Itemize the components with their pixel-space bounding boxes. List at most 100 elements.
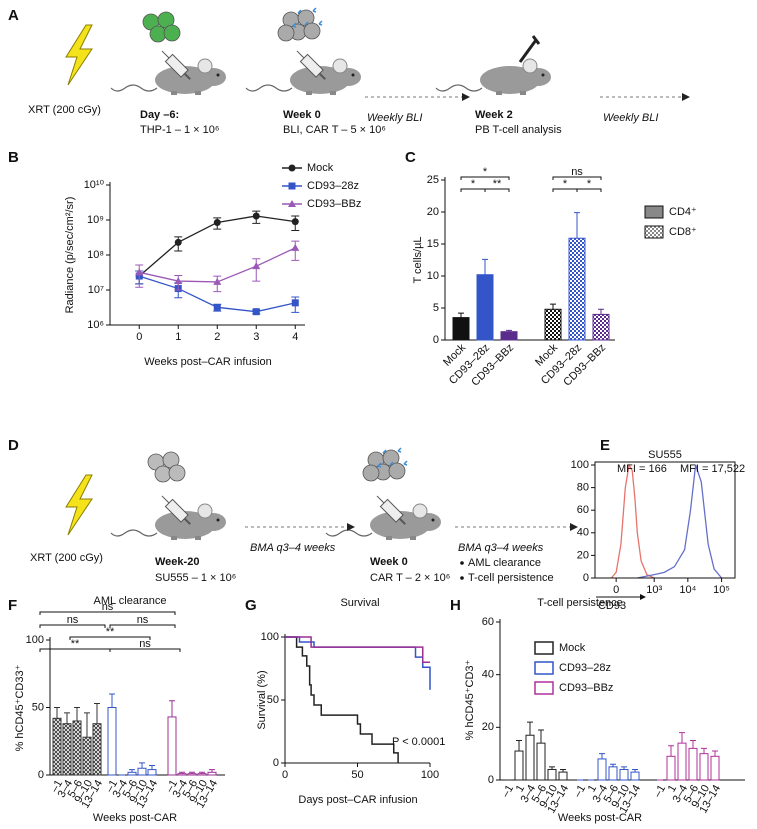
lightning-icon bbox=[65, 24, 93, 86]
y-tick-label: 40 bbox=[577, 527, 589, 539]
error-bar bbox=[690, 740, 696, 749]
mouse-foot bbox=[171, 536, 177, 540]
mouse-tail bbox=[435, 84, 483, 92]
y-axis-label: T cells/µL bbox=[412, 236, 424, 283]
annotation: MFI = 17,522 bbox=[680, 463, 745, 475]
significance-bracket bbox=[109, 648, 181, 652]
series-line bbox=[637, 464, 723, 579]
cell bbox=[388, 462, 406, 480]
bar bbox=[62, 723, 72, 776]
step-title: Week 0 bbox=[283, 109, 321, 121]
mouse-body bbox=[370, 511, 430, 539]
y-tick-label: 80 bbox=[577, 482, 589, 494]
marker bbox=[252, 262, 261, 270]
y-tick-label: 0 bbox=[38, 769, 44, 781]
error-bar bbox=[679, 732, 685, 744]
mouse-eye bbox=[431, 518, 435, 522]
error-bar bbox=[139, 762, 145, 769]
bar bbox=[476, 274, 494, 341]
significance-label: ns bbox=[139, 638, 151, 650]
cell bbox=[149, 25, 167, 43]
bullet bbox=[460, 576, 464, 580]
significance-bracket bbox=[460, 176, 510, 180]
x-tick-label: 10³ bbox=[646, 584, 662, 596]
marker bbox=[252, 308, 260, 316]
y-tick-label: 50 bbox=[267, 694, 279, 706]
significance-bracket bbox=[39, 611, 176, 615]
significance-label: ** bbox=[106, 626, 115, 638]
syringe-needle bbox=[161, 50, 170, 59]
mouse-ear bbox=[332, 58, 348, 74]
mouse-eye bbox=[541, 73, 545, 77]
marker bbox=[291, 243, 300, 251]
error-bar bbox=[598, 308, 604, 315]
bar bbox=[547, 768, 557, 781]
error-bar bbox=[482, 258, 488, 275]
syringe-plunger bbox=[318, 72, 326, 80]
panel-label: E bbox=[600, 437, 610, 454]
bar bbox=[72, 720, 82, 776]
x-tick-label: 50 bbox=[351, 769, 363, 781]
x-tick-label: 0 bbox=[136, 331, 142, 343]
bar bbox=[197, 773, 207, 776]
mouse-ear bbox=[522, 58, 538, 74]
chart-title: AML clearance bbox=[94, 595, 167, 607]
x-axis-label: Weeks post-CAR bbox=[93, 812, 177, 824]
bar bbox=[452, 317, 470, 341]
x-axis-label: Weeks post-CAR bbox=[558, 812, 642, 824]
bar bbox=[127, 771, 137, 776]
mouse-foot bbox=[171, 91, 177, 95]
syringe-blood bbox=[518, 35, 541, 63]
x-tick-label: –1 bbox=[164, 778, 181, 795]
error-bar bbox=[64, 712, 70, 724]
syringe-plunger bbox=[398, 517, 406, 525]
y-tick-label: 10⁹ bbox=[87, 214, 104, 226]
mouse-tail bbox=[245, 84, 293, 92]
significance-label: * bbox=[471, 178, 476, 190]
syringe-barrel bbox=[164, 498, 189, 523]
cell bbox=[277, 24, 295, 42]
y-tick-label: 10⁷ bbox=[88, 284, 104, 296]
error-bar bbox=[516, 740, 522, 752]
panel-label: B bbox=[8, 149, 19, 166]
syringe bbox=[376, 495, 406, 525]
bar bbox=[500, 331, 518, 341]
significance-bracket bbox=[576, 188, 602, 192]
series-line bbox=[285, 636, 430, 663]
arrow-head bbox=[640, 594, 646, 600]
error-bar bbox=[632, 768, 638, 773]
error-bar bbox=[94, 702, 100, 724]
significance-bracket bbox=[552, 176, 602, 180]
significance-bracket bbox=[69, 636, 151, 640]
error-bar bbox=[209, 769, 215, 773]
error-bar bbox=[252, 258, 261, 282]
step-detail: PB T-cell analysis bbox=[475, 124, 562, 136]
panel-label: G bbox=[245, 597, 257, 614]
error-bar bbox=[199, 771, 205, 774]
bar bbox=[608, 766, 618, 781]
y-axis-label: % hCD45⁺CD3⁺ bbox=[464, 659, 476, 740]
cell bbox=[154, 465, 172, 483]
bar bbox=[536, 742, 546, 781]
marker bbox=[174, 277, 183, 285]
mouse-foot bbox=[195, 91, 201, 95]
y-axis-label: Survival (%) bbox=[256, 670, 268, 729]
y-tick-label: 0 bbox=[433, 334, 439, 346]
syringe-plunger bbox=[183, 72, 191, 80]
syringe-plunger bbox=[183, 517, 191, 525]
y-tick-label: 5 bbox=[433, 302, 439, 314]
lightning-icon bbox=[65, 474, 93, 536]
y-tick-label: 0 bbox=[273, 757, 279, 769]
car-receptor bbox=[377, 462, 382, 468]
marker bbox=[252, 212, 260, 220]
cell bbox=[362, 464, 380, 482]
arrow-head bbox=[570, 523, 578, 531]
error-bar bbox=[189, 771, 195, 774]
step-detail: THP-1 – 1 × 10⁶ bbox=[140, 124, 219, 136]
y-tick-label: 25 bbox=[427, 174, 439, 186]
significance-label: ** bbox=[493, 178, 502, 190]
error-bar bbox=[668, 745, 674, 757]
marker bbox=[213, 218, 221, 226]
legend-label: Mock bbox=[559, 642, 586, 654]
